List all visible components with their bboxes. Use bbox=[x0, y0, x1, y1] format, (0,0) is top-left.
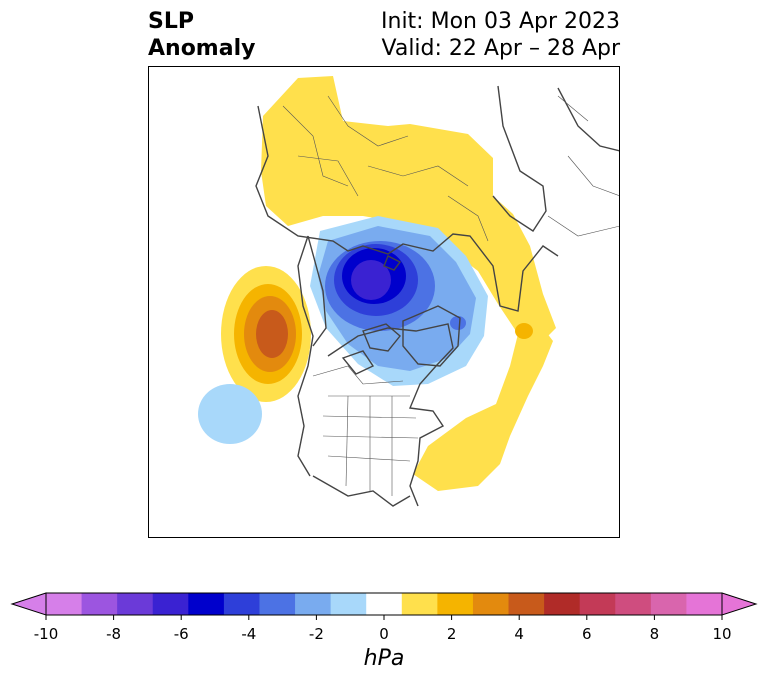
colorbar-tick-label: -4 bbox=[241, 625, 256, 643]
colorbar-box bbox=[579, 593, 616, 615]
colorbar-tick-label: 0 bbox=[379, 625, 389, 643]
colorbar-boxes bbox=[10, 592, 758, 616]
colorbar-box bbox=[152, 593, 189, 615]
colorbar-tick-label: 6 bbox=[582, 625, 592, 643]
western-atlantic-high-anomaly bbox=[413, 323, 553, 491]
title-right: Init: Mon 03 Apr 2023 Valid: 22 Apr – 28… bbox=[381, 8, 620, 62]
title-line-2: Anomaly bbox=[148, 36, 256, 61]
colorbar-tick-label: -2 bbox=[309, 625, 324, 643]
colorbar-box bbox=[366, 593, 403, 615]
colorbar-box bbox=[117, 593, 154, 615]
colorbar-under-arrow bbox=[10, 592, 47, 616]
colorbar-box bbox=[295, 593, 332, 615]
colorbar-box bbox=[472, 593, 510, 615]
colorbar-box bbox=[401, 593, 438, 615]
colorbar-tick-label: -10 bbox=[34, 625, 59, 643]
colorbar-box bbox=[544, 593, 581, 615]
eurasia-high-anomaly bbox=[261, 76, 556, 344]
colorbar-tick-label: -8 bbox=[106, 625, 121, 643]
coastlines bbox=[255, 85, 620, 507]
colorbar-box bbox=[81, 593, 118, 615]
colorbar-over-arrow bbox=[721, 592, 758, 616]
colorbar-box bbox=[330, 593, 367, 615]
title-line-1: SLP bbox=[148, 9, 194, 34]
colorbar-box bbox=[615, 593, 652, 615]
slp-anomaly-map bbox=[148, 66, 620, 538]
colorbar: -10 -8 -6 -4 -2 0 2 4 6 8 10 bbox=[10, 592, 758, 643]
colorbar-box bbox=[188, 593, 225, 615]
init-date: Init: Mon 03 Apr 2023 bbox=[381, 9, 620, 34]
north-pacific-low-anomaly bbox=[198, 384, 262, 444]
colorbar-box bbox=[686, 593, 723, 615]
colorbar-box bbox=[223, 593, 260, 615]
political-borders bbox=[282, 95, 620, 496]
colorbar-tick-label: 2 bbox=[447, 625, 457, 643]
colorbar-tick-label: 4 bbox=[514, 625, 524, 643]
gulf-of-alaska-high-anomaly bbox=[221, 266, 311, 402]
title-left: SLP Anomaly bbox=[148, 8, 255, 62]
central-arctic-low-anomaly bbox=[310, 216, 488, 386]
colorbar-box bbox=[650, 593, 687, 615]
colorbar-ticks: -10 -8 -6 -4 -2 0 2 4 6 8 10 bbox=[34, 615, 732, 643]
valid-date-range: Valid: 22 Apr – 28 Apr bbox=[381, 36, 621, 61]
colorbar-box bbox=[508, 593, 545, 615]
map-frame bbox=[148, 66, 620, 538]
colorbar-box bbox=[259, 593, 296, 615]
colorbar-tick-label: 8 bbox=[650, 625, 660, 643]
colorbar-tick-label: -6 bbox=[174, 625, 189, 643]
colorbar-box bbox=[46, 593, 83, 615]
colorbar-tick-label: 10 bbox=[712, 625, 731, 643]
colorbar-unit: hPa bbox=[363, 646, 405, 671]
colorbar-box bbox=[437, 593, 474, 615]
